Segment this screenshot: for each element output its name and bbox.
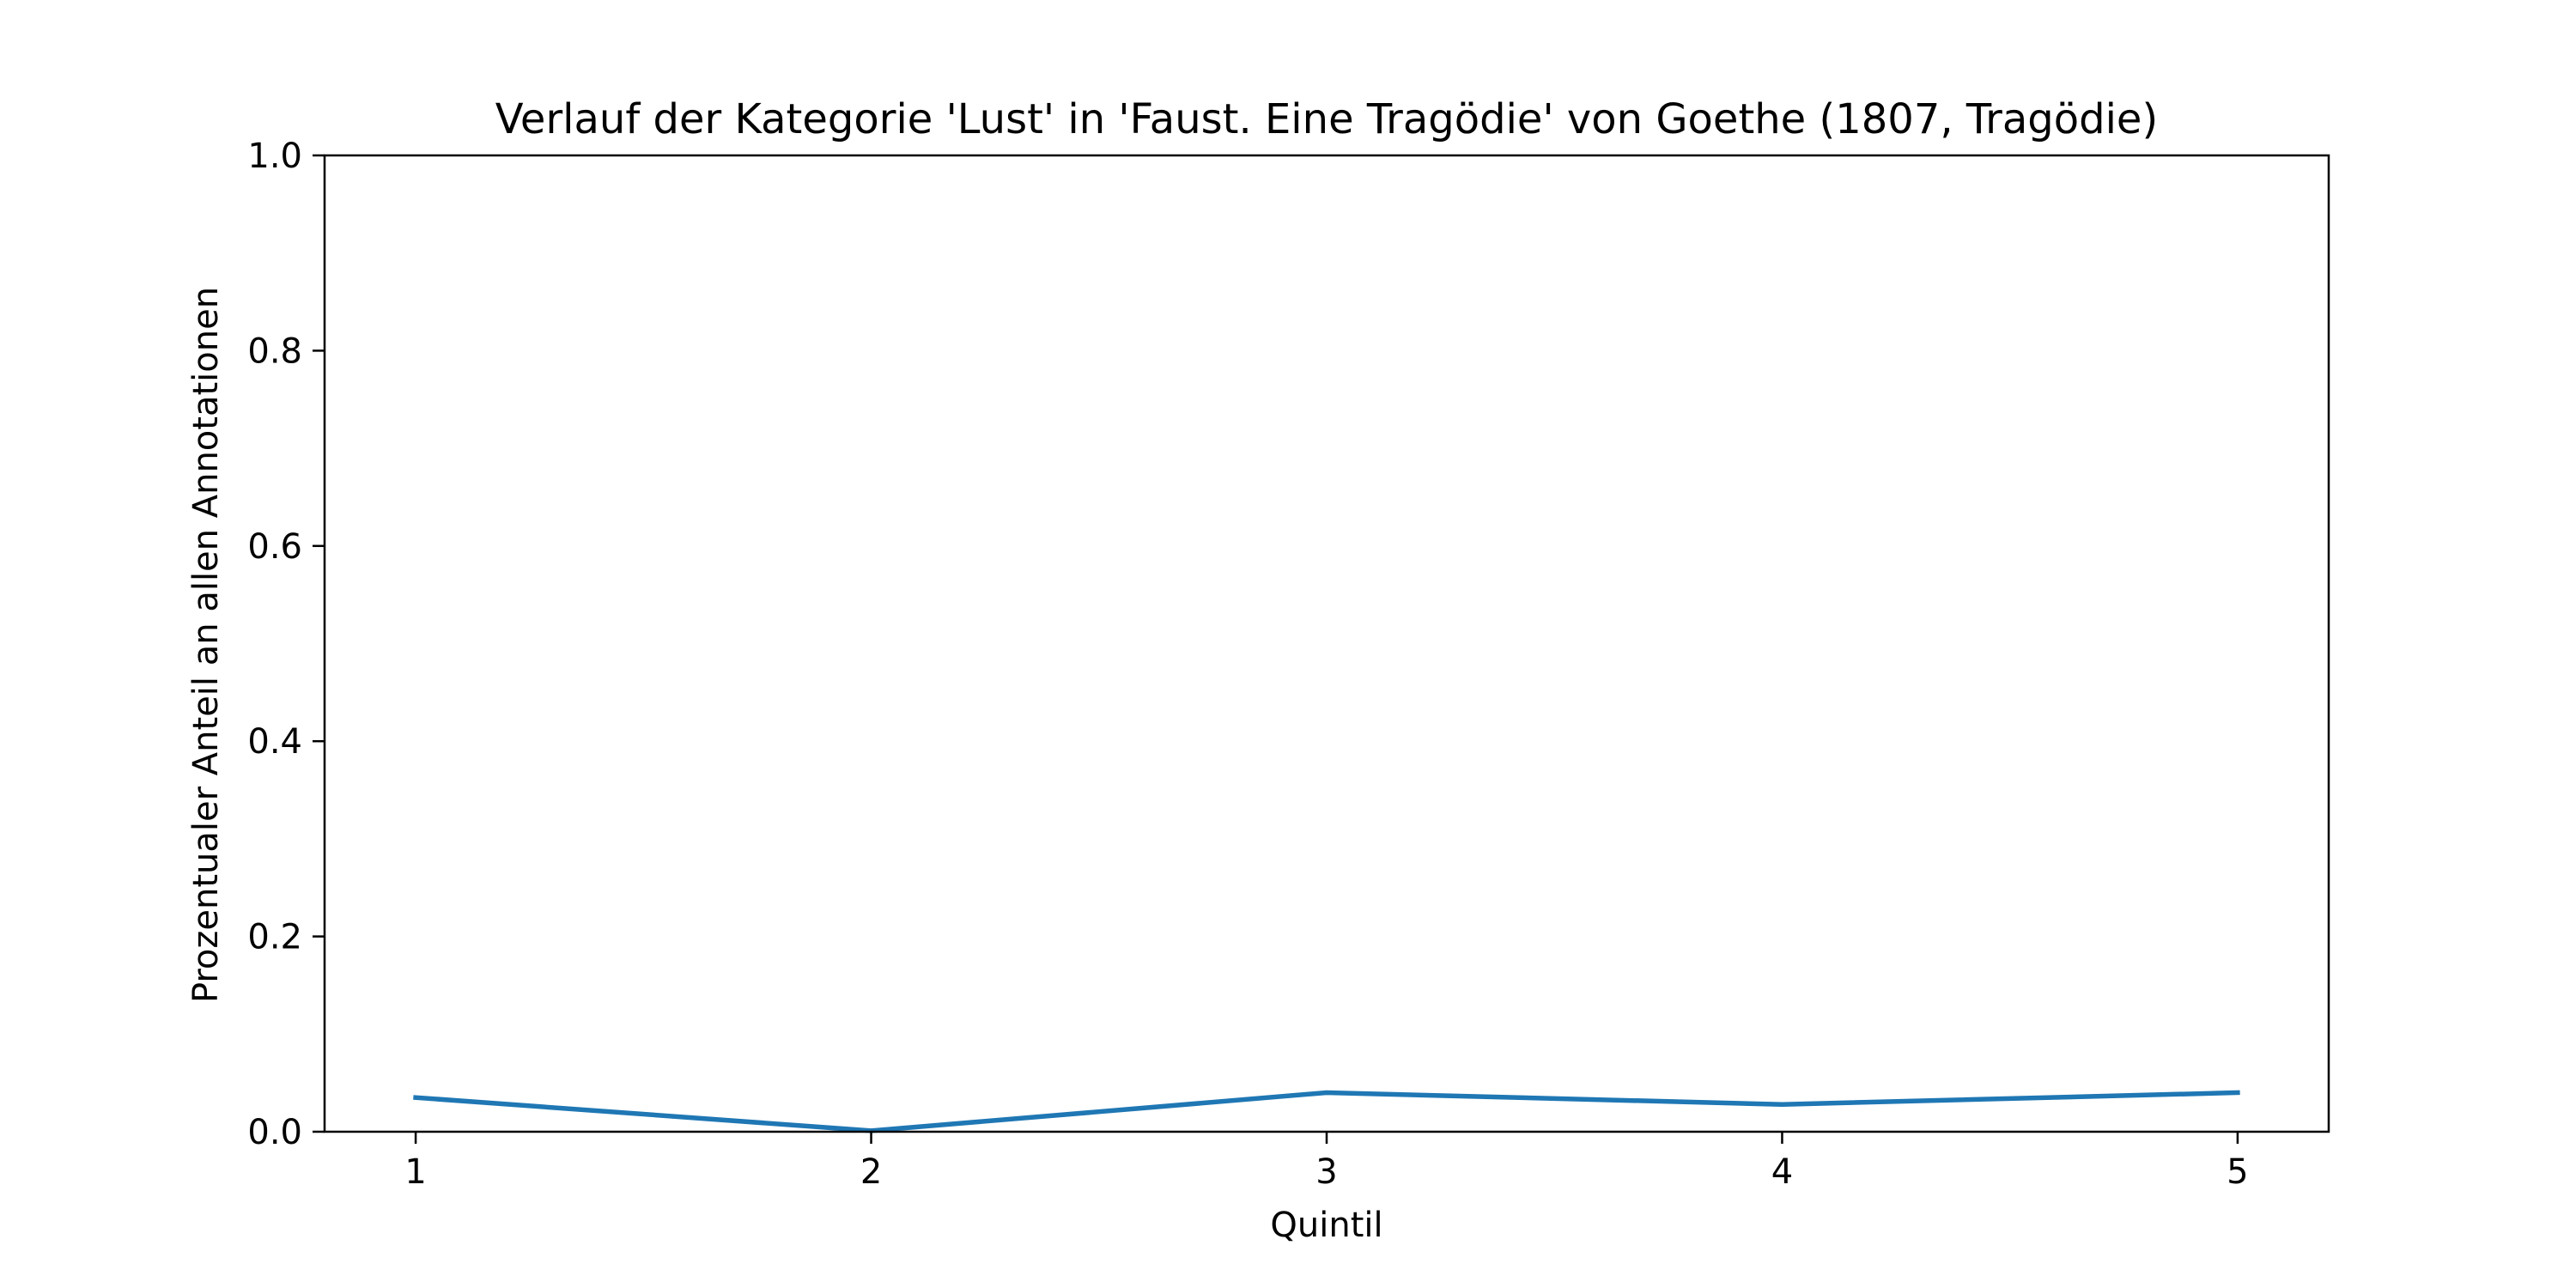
y-tick-label: 1.0 <box>247 137 302 176</box>
x-tick-label: 5 <box>2227 1152 2248 1192</box>
x-axis-label: Quintil <box>1270 1206 1382 1245</box>
chart-title: Verlauf der Kategorie 'Lust' in 'Faust. … <box>495 95 2158 143</box>
x-tick-label: 3 <box>1315 1152 1337 1192</box>
y-tick-label: 0.0 <box>247 1113 302 1152</box>
x-axis-ticks: 1 2 3 4 5 <box>404 1132 2249 1192</box>
y-tick-label: 0.8 <box>247 331 302 371</box>
y-tick-label: 0.6 <box>247 527 302 567</box>
x-tick-label: 4 <box>1771 1152 1793 1192</box>
y-axis-ticks: 0.0 0.2 0.4 0.6 0.8 1.0 <box>247 137 325 1152</box>
series-line-1 <box>413 1090 2240 1133</box>
y-axis-label: Prozentualer Anteil an allen Annotatione… <box>186 287 226 1003</box>
y-tick-label: 0.2 <box>247 918 302 957</box>
y-tick-label: 0.4 <box>247 722 302 762</box>
x-tick-label: 1 <box>404 1152 426 1192</box>
x-tick-label: 2 <box>860 1152 882 1192</box>
